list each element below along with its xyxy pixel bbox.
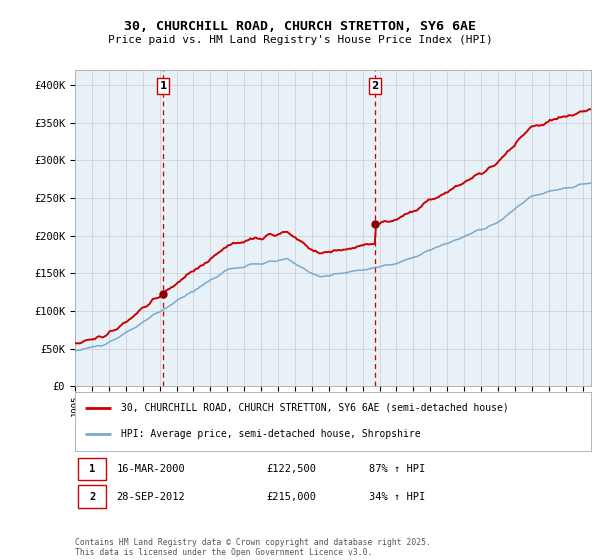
- Text: 2: 2: [371, 81, 379, 91]
- Text: 1: 1: [160, 81, 167, 91]
- Text: £215,000: £215,000: [266, 492, 316, 502]
- Text: 34% ↑ HPI: 34% ↑ HPI: [369, 492, 425, 502]
- Text: 28-SEP-2012: 28-SEP-2012: [116, 492, 185, 502]
- Text: HPI: Average price, semi-detached house, Shropshire: HPI: Average price, semi-detached house,…: [121, 430, 421, 440]
- Text: 87% ↑ HPI: 87% ↑ HPI: [369, 464, 425, 474]
- FancyBboxPatch shape: [77, 458, 106, 480]
- Text: £122,500: £122,500: [266, 464, 316, 474]
- Text: 30, CHURCHILL ROAD, CHURCH STRETTON, SY6 6AE (semi-detached house): 30, CHURCHILL ROAD, CHURCH STRETTON, SY6…: [121, 403, 509, 413]
- Text: Contains HM Land Registry data © Crown copyright and database right 2025.
This d: Contains HM Land Registry data © Crown c…: [75, 538, 431, 557]
- FancyBboxPatch shape: [77, 486, 106, 508]
- Text: 30, CHURCHILL ROAD, CHURCH STRETTON, SY6 6AE: 30, CHURCHILL ROAD, CHURCH STRETTON, SY6…: [124, 20, 476, 32]
- Text: 1: 1: [89, 464, 95, 474]
- Text: 16-MAR-2000: 16-MAR-2000: [116, 464, 185, 474]
- Text: 2: 2: [89, 492, 95, 502]
- Text: Price paid vs. HM Land Registry's House Price Index (HPI): Price paid vs. HM Land Registry's House …: [107, 35, 493, 45]
